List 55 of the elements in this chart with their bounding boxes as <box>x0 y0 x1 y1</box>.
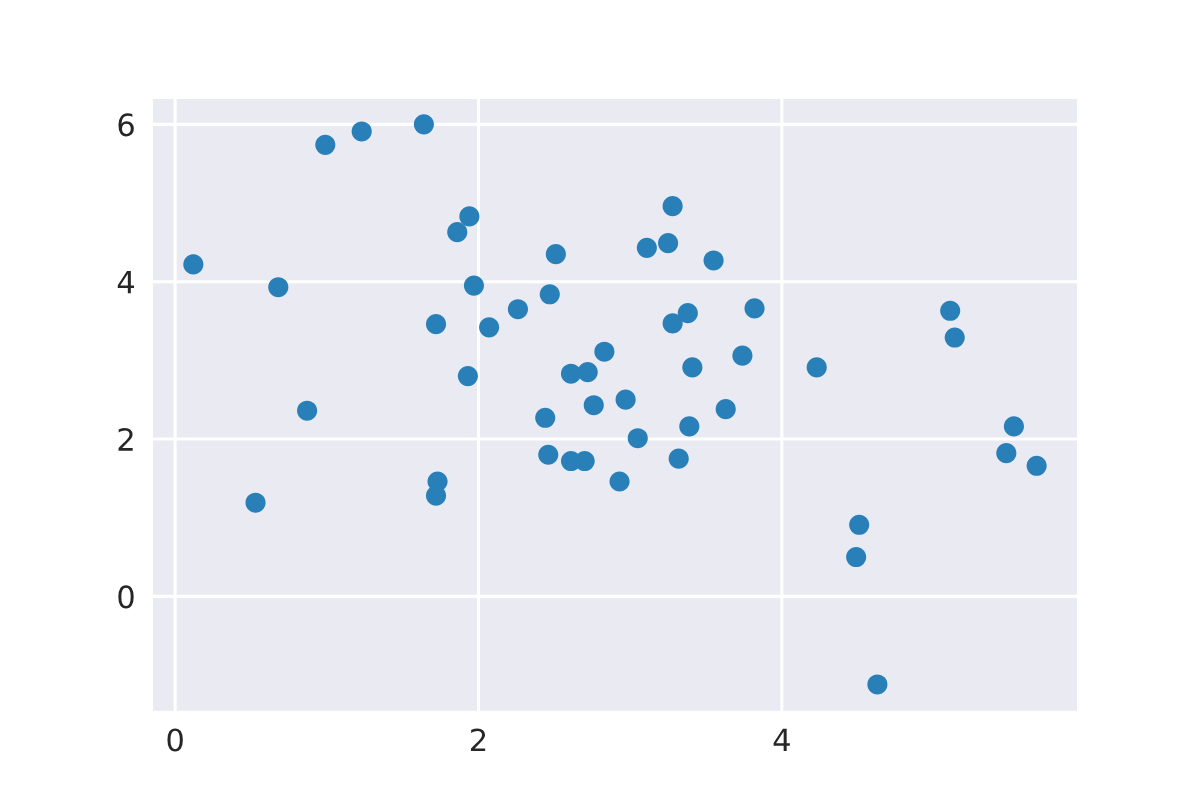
point <box>668 448 689 469</box>
y-tick-label: 0 <box>118 585 134 609</box>
point <box>413 114 434 135</box>
point <box>940 300 961 321</box>
point <box>560 363 582 384</box>
point <box>297 400 318 421</box>
point <box>679 416 700 437</box>
point <box>944 327 965 348</box>
y-tick-label: 2 <box>118 427 133 451</box>
point <box>457 366 478 387</box>
x-tick-label: 2 <box>471 728 486 752</box>
point <box>732 345 753 366</box>
point <box>594 341 615 362</box>
point <box>715 399 736 420</box>
point <box>636 237 657 258</box>
point <box>583 395 604 416</box>
point <box>425 485 447 506</box>
point <box>1026 455 1047 476</box>
y-tick-label: 4 <box>117 271 135 294</box>
y-tick-label: 6 <box>118 113 134 137</box>
point <box>459 206 480 227</box>
point <box>609 471 630 492</box>
point <box>507 299 528 320</box>
point <box>538 444 559 465</box>
point <box>996 443 1017 464</box>
x-tick-label: 0 <box>167 728 183 752</box>
point <box>545 244 566 265</box>
x-tick-label: 4 <box>773 728 790 752</box>
point <box>425 314 447 335</box>
point <box>268 277 289 298</box>
point <box>183 254 204 275</box>
point <box>682 357 703 378</box>
point <box>577 362 598 383</box>
point <box>806 357 827 378</box>
point <box>479 317 500 338</box>
point <box>615 389 636 410</box>
point <box>447 222 468 243</box>
point <box>351 121 372 142</box>
point <box>662 196 683 217</box>
point <box>849 514 870 535</box>
point <box>1003 416 1024 437</box>
point <box>846 546 867 568</box>
point <box>535 407 556 428</box>
point <box>463 275 485 296</box>
point <box>539 284 560 305</box>
point <box>574 450 595 472</box>
point <box>744 298 765 319</box>
point <box>658 233 679 254</box>
point <box>867 674 888 695</box>
point <box>677 303 698 324</box>
point <box>703 250 724 271</box>
point <box>245 492 266 513</box>
point <box>662 313 683 334</box>
point <box>627 428 648 449</box>
point <box>315 134 336 155</box>
